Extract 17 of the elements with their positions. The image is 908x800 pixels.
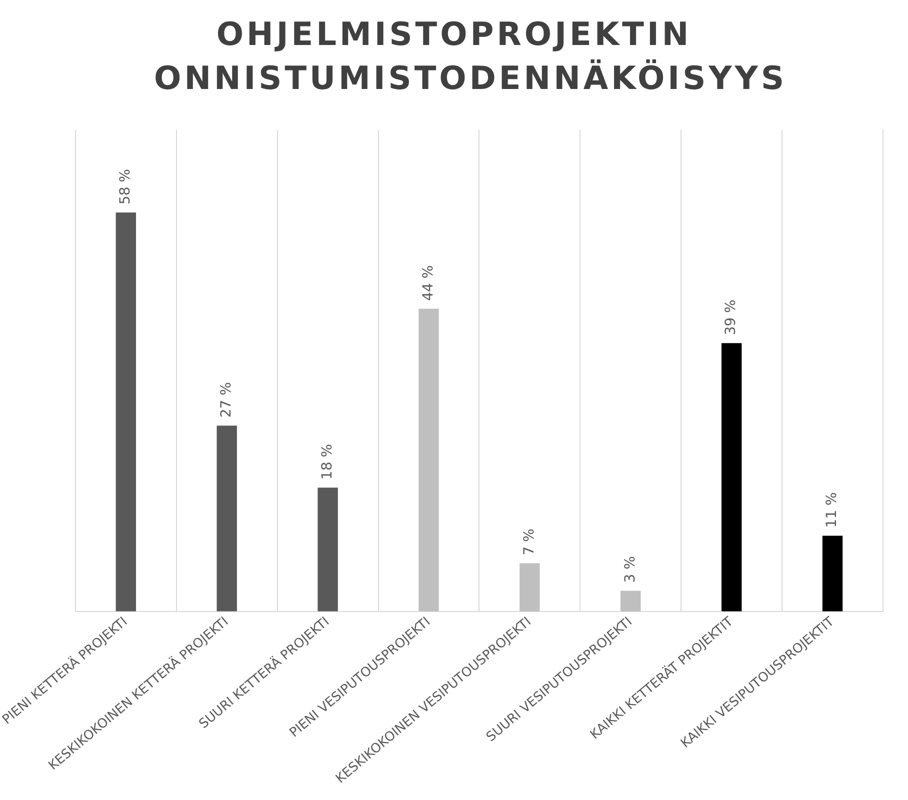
data-label: 27 %: [218, 382, 234, 418]
bar: [318, 488, 338, 612]
data-label: 39 %: [723, 300, 740, 336]
data-label: 58 %: [118, 168, 134, 205]
data-label: 11 %: [824, 492, 840, 528]
bar: [520, 563, 540, 612]
data-label: 3 %: [622, 556, 638, 583]
bar: [721, 343, 742, 612]
data-label: 7 %: [521, 528, 538, 556]
bar: [822, 536, 843, 612]
data-label: 18 %: [319, 444, 336, 480]
bar: [620, 590, 641, 612]
bar: [116, 212, 136, 612]
data-label: 44 %: [420, 265, 436, 301]
bar: [216, 426, 237, 612]
bar: [418, 308, 439, 612]
chart-title: OHJELMISTOPROJEKTIN ONNISTUMISTODENNÄKÖISYYS: [154, 14, 788, 99]
